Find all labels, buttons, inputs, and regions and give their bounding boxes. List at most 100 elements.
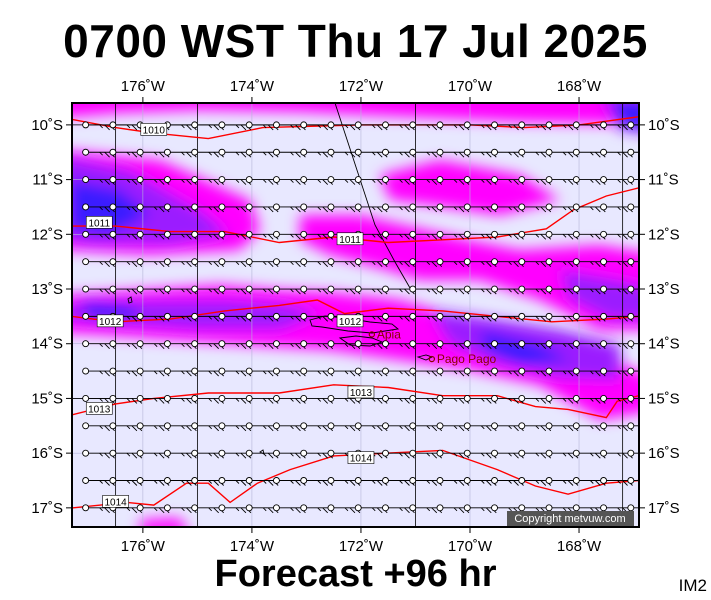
wind-barb — [491, 203, 524, 213]
wind-barb — [463, 176, 497, 185]
lat-label-right: 10˚S — [648, 117, 680, 134]
isobar-1013 — [72, 384, 639, 419]
wind-barb — [245, 230, 279, 240]
wind-barb — [600, 340, 633, 350]
wind-barb — [600, 285, 633, 295]
lat-label-right: 11˚S — [648, 172, 679, 189]
wind-barb — [109, 285, 143, 295]
isobar-label: 1013 — [85, 402, 113, 415]
wind-barb — [82, 422, 115, 432]
wind-barb — [327, 367, 361, 377]
wind-barb — [109, 477, 143, 486]
wind-barb — [382, 422, 415, 432]
wind-barb — [627, 148, 639, 156]
wind-barb — [518, 367, 552, 377]
lat-label-left: 14˚S — [31, 336, 63, 353]
wind-barb — [218, 394, 252, 404]
wind-barb — [382, 176, 415, 185]
svg-text:Pago Pago: Pago Pago — [437, 352, 497, 366]
wind-barb — [354, 340, 388, 350]
lon-label-bottom: 174˚W — [230, 538, 275, 555]
wind-barb — [627, 230, 639, 238]
wind-barb — [300, 176, 334, 185]
wind-barb — [109, 176, 143, 185]
wind-barb — [463, 477, 497, 486]
place-markers: Apia Pago Pago — [368, 327, 497, 366]
wind-barb — [463, 340, 497, 350]
wind-barb — [436, 449, 470, 459]
isobar-label: 1011 — [85, 216, 113, 229]
wind-barb — [109, 367, 143, 377]
wind-barb — [572, 285, 606, 295]
wind-barb — [491, 176, 524, 185]
wind-barb — [518, 203, 552, 213]
wind-barb — [191, 312, 224, 322]
axis-ticks — [66, 97, 645, 533]
wind-barb — [436, 504, 470, 514]
isobar-label: 1012 — [96, 314, 124, 328]
wind-barb — [272, 203, 306, 213]
wind-barb — [300, 312, 334, 322]
wind-barb — [245, 340, 279, 350]
lat-label-left: 10˚S — [31, 117, 63, 134]
wind-barb — [627, 340, 639, 348]
wind-barb — [491, 312, 524, 322]
svg-text:1011: 1011 — [89, 218, 111, 229]
wind-barb — [627, 504, 639, 512]
wind-barb — [518, 258, 552, 267]
wind-barb — [600, 449, 633, 459]
wind-barb — [136, 449, 170, 459]
isobar-label: 1011 — [336, 232, 364, 246]
wind-barb — [82, 121, 115, 131]
wind-barb — [163, 477, 197, 486]
isobar-1012 — [72, 299, 639, 323]
wind-barb — [627, 285, 639, 293]
lat-label-right: 16˚S — [648, 445, 680, 462]
wind-barb — [463, 312, 497, 322]
lat-label-left: 11˚S — [32, 172, 63, 189]
lat-label-right: 17˚S — [648, 500, 680, 517]
wind-barb — [327, 176, 361, 185]
wind-barb — [382, 203, 415, 213]
svg-text:1014: 1014 — [350, 454, 373, 465]
wind-barb — [327, 148, 361, 158]
wind-barb — [600, 258, 633, 267]
wind-barb — [409, 203, 443, 213]
svg-text:1010: 1010 — [143, 125, 166, 136]
wind-barb — [354, 422, 388, 432]
wind-barb — [136, 203, 170, 213]
wind-barb — [627, 121, 639, 129]
wind-barb — [518, 422, 552, 432]
wind-barb — [109, 230, 143, 240]
wind-barb — [191, 121, 224, 131]
wind-barb — [409, 176, 443, 185]
lon-label-top: 170˚W — [448, 78, 493, 95]
wind-barb — [491, 477, 524, 486]
wind-barb — [627, 312, 639, 320]
lon-label-bottom: 176˚W — [121, 538, 166, 555]
wind-barb — [109, 203, 143, 213]
wind-barb — [600, 422, 633, 432]
isobar-label: 1010 — [140, 123, 168, 136]
wind-barb — [491, 230, 524, 240]
map-title: 0700 WST Thu 17 Jul 2025 — [63, 15, 648, 67]
wind-barb — [436, 176, 470, 185]
wind-barb — [627, 477, 639, 484]
wind-barb — [436, 394, 470, 404]
wind-barb — [600, 312, 633, 322]
wind-barb — [327, 285, 361, 295]
small-islet — [127, 296, 133, 304]
wind-barb — [136, 367, 170, 377]
wind-barb — [327, 340, 361, 350]
wind-barb — [627, 258, 639, 266]
isobar-label: 1013 — [347, 385, 375, 399]
wind-barb — [191, 285, 224, 295]
wind-barb — [572, 312, 606, 322]
wind-barb — [163, 176, 197, 185]
wind-barb — [627, 176, 639, 184]
map-frame — [71, 102, 640, 528]
wind-barb — [463, 203, 497, 213]
wind-barb — [436, 422, 470, 432]
date-line — [334, 103, 411, 289]
